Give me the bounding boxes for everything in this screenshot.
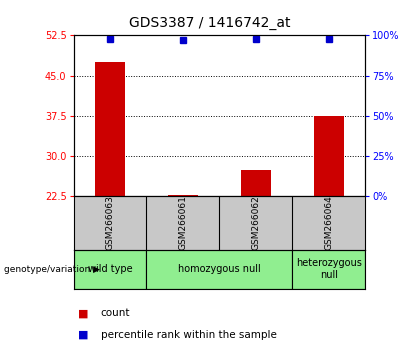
Bar (168, 195, 197, 196)
Text: GSM266062: GSM266062 (252, 196, 260, 250)
Text: ■: ■ (78, 330, 88, 339)
Text: GSM266064: GSM266064 (324, 196, 333, 250)
Bar (292, 250, 365, 289)
Text: wild type: wild type (88, 264, 132, 274)
Text: GSM266061: GSM266061 (178, 195, 187, 251)
Text: genotype/variation ▶: genotype/variation ▶ (4, 264, 100, 274)
Bar (241, 170, 270, 196)
Text: heterozygous
null: heterozygous null (296, 258, 362, 280)
Text: ■: ■ (78, 308, 88, 318)
Bar (147, 250, 292, 289)
Bar (74, 250, 147, 289)
Text: GSM266063: GSM266063 (105, 195, 115, 251)
Text: percentile rank within the sample: percentile rank within the sample (101, 330, 277, 339)
Text: homozygous null: homozygous null (178, 264, 261, 274)
Bar (95, 62, 125, 196)
Text: count: count (101, 308, 130, 318)
Bar (314, 116, 344, 196)
Text: GDS3387 / 1416742_at: GDS3387 / 1416742_at (129, 16, 291, 30)
